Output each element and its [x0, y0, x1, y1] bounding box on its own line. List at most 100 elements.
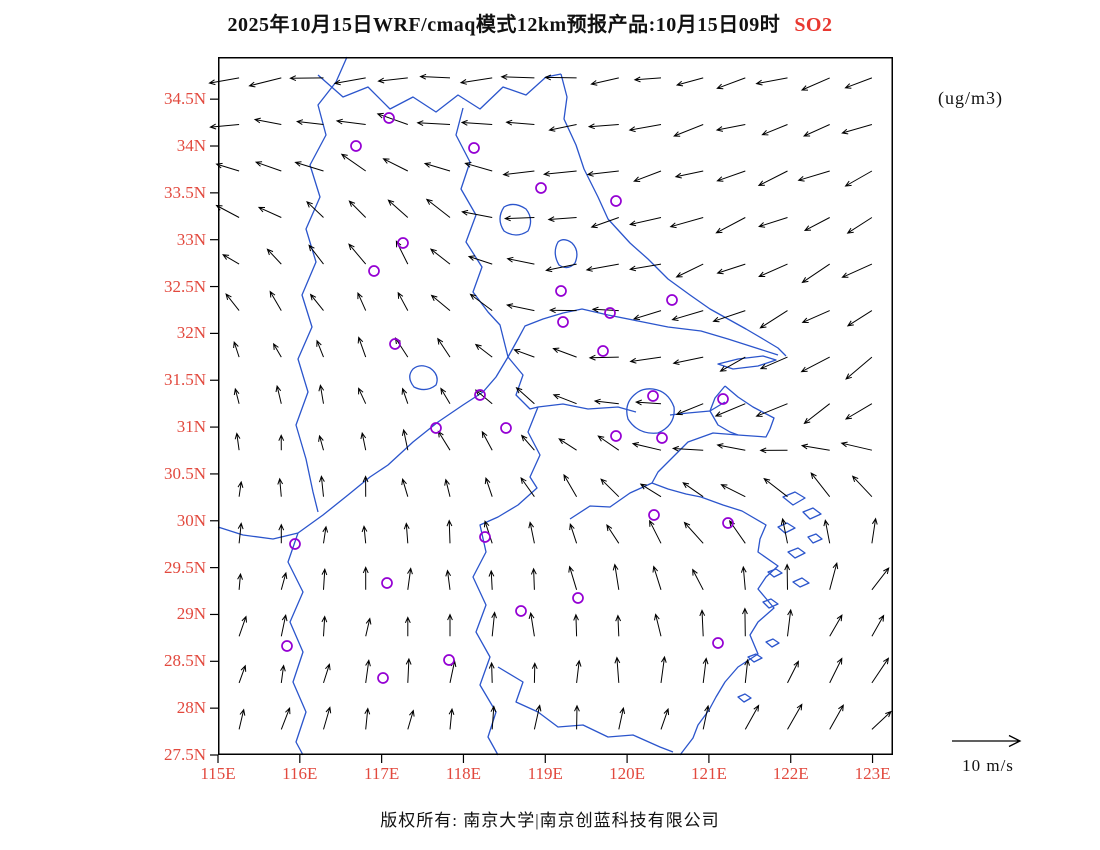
border-shanghai: [709, 385, 739, 436]
wind-arrow: [573, 613, 579, 637]
wind-arrow: [675, 263, 704, 278]
station-marker: [474, 389, 486, 401]
wind-arrow: [606, 524, 620, 544]
wind-arrow: [416, 120, 451, 127]
wind-arrow: [490, 705, 497, 730]
station-marker: [381, 577, 393, 589]
wind-arrow: [404, 616, 411, 637]
station-marker: [479, 531, 491, 543]
wind-arrow: [675, 403, 704, 416]
wind-arrow: [552, 394, 577, 405]
wind-arrow: [306, 200, 324, 218]
x-tick-label: 117E: [363, 764, 400, 783]
wind-arrow: [615, 614, 622, 637]
wind-arrow: [590, 217, 619, 229]
wind-arrow: [531, 662, 538, 683]
wind-arrow: [280, 664, 286, 683]
wind-arrow: [542, 170, 577, 177]
wind-arrow: [238, 664, 247, 684]
wind-arrow: [234, 432, 241, 451]
y-tick-label: 29.5N: [163, 557, 206, 577]
wind-arrow: [614, 656, 621, 683]
wind-arrow: [563, 473, 578, 497]
station-marker: [717, 393, 729, 405]
station-marker: [389, 338, 401, 350]
wind-arrow: [547, 216, 577, 222]
wind-arrow: [362, 566, 369, 590]
wind-arrow: [780, 517, 788, 544]
station-marker: [500, 422, 512, 434]
wind-scale-arrow-icon: [952, 734, 1022, 748]
wind-arrow: [437, 337, 451, 358]
lake-hongze: [499, 203, 532, 236]
wind-arrow: [237, 572, 243, 590]
border-zhejiang-fujian: [497, 666, 674, 753]
wind-arrow: [530, 567, 537, 590]
wind-arrow: [586, 170, 619, 177]
wind-arrow: [545, 263, 577, 273]
wind-arrow: [401, 387, 409, 404]
wind-arrow: [846, 217, 873, 234]
wind-arrow: [289, 75, 324, 82]
wind-arrow: [633, 170, 662, 182]
station-marker: [656, 432, 668, 444]
wind-arrow: [277, 477, 284, 497]
station-marker: [712, 637, 724, 649]
wind-arrow: [215, 162, 240, 172]
wind-arrow: [692, 568, 704, 591]
wind-arrow: [430, 294, 451, 311]
coastline-shanghai-zhejiang: [651, 385, 779, 756]
wind-arrow: [429, 248, 451, 265]
wind-arrow: [712, 310, 746, 323]
wind-arrow: [629, 356, 662, 364]
y-tick-label: 30.5N: [163, 463, 206, 483]
wind-arrow: [649, 519, 662, 544]
qiantang-river: [569, 482, 653, 520]
wind-arrow: [474, 343, 493, 358]
wind-arrow: [280, 613, 288, 637]
wind-arrow: [759, 356, 788, 370]
wind-arrow: [631, 442, 662, 451]
wind-arrow: [757, 170, 788, 187]
wind-arrow: [266, 248, 282, 265]
yangtze-river: [217, 308, 779, 540]
wind-arrow: [797, 170, 830, 182]
wind-arrow: [672, 356, 704, 365]
wind-arrow: [419, 73, 451, 80]
y-tick-label: 30N: [176, 510, 206, 530]
station-marker: [722, 517, 734, 529]
wind-arrow: [357, 291, 367, 311]
wind-arrow: [871, 614, 885, 637]
wind-arrow: [225, 293, 240, 311]
wind-arrow: [401, 428, 409, 451]
wind-arrow: [660, 707, 670, 730]
wind-arrow: [675, 77, 704, 87]
wind-arrow: [323, 663, 331, 684]
y-tick-label: 31.5N: [163, 370, 206, 390]
wind-arrow: [513, 348, 535, 358]
wind-arrow: [716, 263, 746, 275]
wind-arrow: [758, 263, 788, 277]
wind-arrow: [699, 609, 706, 637]
wind-arrow: [628, 124, 662, 133]
station-marker: [610, 195, 622, 207]
wind-arrow: [800, 77, 830, 91]
wind-arrow: [425, 198, 451, 218]
wind-arrow: [763, 477, 788, 498]
border-southwest: [287, 532, 307, 756]
wind-arrow: [357, 336, 367, 358]
y-tick-label: 32.5N: [163, 276, 206, 296]
zhoushan-islands: [737, 491, 823, 703]
wind-arrow: [405, 657, 412, 683]
wind-arrow: [714, 403, 746, 417]
wind-arrow: [674, 170, 704, 179]
wind-arrow: [823, 519, 831, 544]
wind-arrow: [364, 707, 371, 730]
wind-arrow: [280, 706, 291, 730]
wind-arrow: [215, 204, 240, 218]
wind-arrow: [597, 435, 620, 451]
wind-arrow: [446, 519, 453, 544]
wind-arrow: [810, 472, 831, 498]
wind-arrow: [715, 124, 746, 132]
wind-arrow: [840, 441, 873, 451]
